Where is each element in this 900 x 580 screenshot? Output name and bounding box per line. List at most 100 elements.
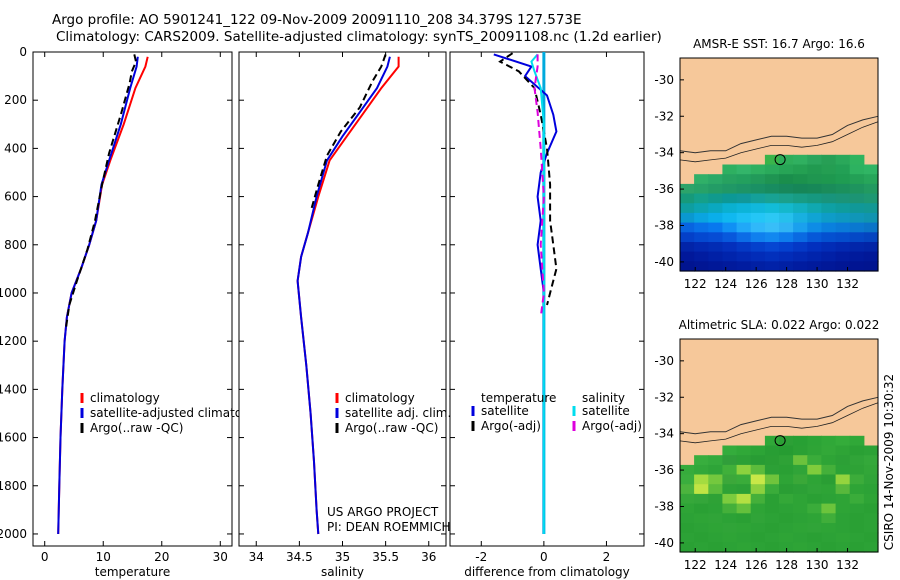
sst_map-cell xyxy=(863,222,879,233)
sla_map-cell xyxy=(835,542,851,553)
diff-legend-title-salinity: salinity xyxy=(582,391,625,405)
sst_map-cell xyxy=(849,242,865,253)
sla_map-cell xyxy=(708,532,723,543)
sst_map-cell xyxy=(849,203,865,214)
salinity-xtick-label: 35 xyxy=(335,550,350,564)
sst_map-cell xyxy=(835,261,851,272)
sst_map-cell xyxy=(863,261,879,272)
temperature-ytick-label: 1600 xyxy=(0,431,27,445)
sst_map-cell xyxy=(764,261,780,272)
temperature-ytick-label: 1200 xyxy=(0,334,27,348)
temperature-xtick-label: 30 xyxy=(213,550,228,564)
sst_map-cell xyxy=(779,174,794,185)
sla_map-cell xyxy=(764,542,780,553)
sst_map-cell xyxy=(821,251,837,262)
sst_map-cell xyxy=(750,203,766,214)
sla_map-cell xyxy=(821,532,837,543)
sla_map-cell xyxy=(722,464,738,476)
sst_map-cell xyxy=(736,242,752,253)
salinity-xlabel: salinity xyxy=(321,565,364,579)
sst_map-cell xyxy=(764,232,780,243)
sst_map-cell xyxy=(821,164,837,175)
sst_map-cell xyxy=(694,232,709,243)
sla_map-cell xyxy=(793,445,808,456)
sst_map-cell xyxy=(821,232,837,243)
sst_map-cell xyxy=(779,203,794,214)
sst_map-cell xyxy=(821,154,837,166)
sst_map-cell xyxy=(722,164,738,175)
sst_map-cell xyxy=(793,222,808,233)
sla_map-cell xyxy=(764,474,780,485)
sst_map-xtick-label: 130 xyxy=(806,277,829,291)
sst_map-cell xyxy=(722,193,738,204)
sst_map-ytick-label: -30 xyxy=(654,73,674,87)
sla_map-cell xyxy=(849,513,865,524)
sla_map-cell xyxy=(750,445,766,456)
sst_map-cell xyxy=(835,193,851,204)
sst_map-cell xyxy=(807,183,822,195)
sla_map-cell xyxy=(821,445,837,456)
sla_map-cell xyxy=(779,503,794,514)
sla_map-cell xyxy=(863,445,879,456)
sla_map-cell xyxy=(764,484,780,495)
sst_map-argo-marker xyxy=(774,154,786,166)
diff-legend-label-salinity: Argo(-adj) xyxy=(582,419,642,433)
temperature-axes-frame xyxy=(32,51,233,547)
sla_map-cell xyxy=(764,493,780,505)
sla_map-cell xyxy=(793,542,808,553)
difference-axes-frame xyxy=(449,51,645,547)
sst_map-cell xyxy=(793,203,808,214)
temperature-legend-label: climatology xyxy=(90,391,160,405)
sst_map-cell xyxy=(835,212,851,224)
sst_map-coast-land xyxy=(680,58,878,153)
sla_map-cell xyxy=(821,484,837,495)
sst_map-title: AMSR-E SST: 16.7 Argo: 16.6 xyxy=(693,37,865,51)
sla_map-cell xyxy=(708,455,723,466)
sst_map-cell xyxy=(736,203,752,214)
sla_map-title: Altimetric SLA: 0.022 Argo: 0.022 xyxy=(679,318,880,332)
sst_map-cell xyxy=(807,164,822,175)
sst_map-cell xyxy=(779,232,794,243)
sla_map-cell xyxy=(722,493,738,505)
sla_map-cell xyxy=(835,493,851,505)
sla_map-cell xyxy=(722,484,738,495)
sla_map-cell xyxy=(849,542,865,553)
temperature-ytick-label: 200 xyxy=(4,93,27,107)
sst_map-cell xyxy=(835,222,851,233)
sst_map-cell xyxy=(821,193,837,204)
salinity-xtick-label: 35.5 xyxy=(372,550,399,564)
sst_map-cell xyxy=(750,232,766,243)
sla_map-cell xyxy=(736,542,752,553)
temperature-xtick-label: 10 xyxy=(96,550,111,564)
salinity-annotation: US ARGO PROJECT xyxy=(327,505,439,519)
sla_map-cell xyxy=(764,455,780,466)
sla_map-xtick-label: 130 xyxy=(806,558,829,572)
sla_map-xtick-label: 124 xyxy=(714,558,737,572)
temperature-xtick-label: 0 xyxy=(41,550,49,564)
sst_map-cell xyxy=(835,164,851,175)
sst_map-xtick-label: 124 xyxy=(714,277,737,291)
sst_map-cell xyxy=(863,232,879,243)
sla_map-cell xyxy=(750,542,766,553)
sst_map-cell xyxy=(694,251,709,262)
sst_map-cell xyxy=(807,212,822,224)
temperature-ytick-label: 800 xyxy=(4,238,27,252)
sla_map-cell xyxy=(694,493,709,505)
sst_map-cell xyxy=(764,222,780,233)
temperature-ytick-label: 0 xyxy=(19,45,27,59)
sst_map-cell xyxy=(835,154,851,166)
sla_map-ytick-label: -32 xyxy=(654,390,674,404)
sla_map-cell xyxy=(736,513,752,524)
sla_map-cell xyxy=(722,523,738,534)
sst_map-cell xyxy=(863,242,879,253)
sst_map-cell xyxy=(863,164,879,175)
sst_map-cell xyxy=(694,242,709,253)
sla_map-cell xyxy=(694,464,709,476)
sla_map-cell xyxy=(694,484,709,495)
sst_map-cell xyxy=(779,251,794,262)
sst_map-cell xyxy=(736,212,752,224)
sla_map-ytick-label: -36 xyxy=(654,463,674,477)
sst_map-cell xyxy=(708,193,723,204)
sst_map-cell xyxy=(793,183,808,195)
sst_map-cell xyxy=(764,174,780,185)
